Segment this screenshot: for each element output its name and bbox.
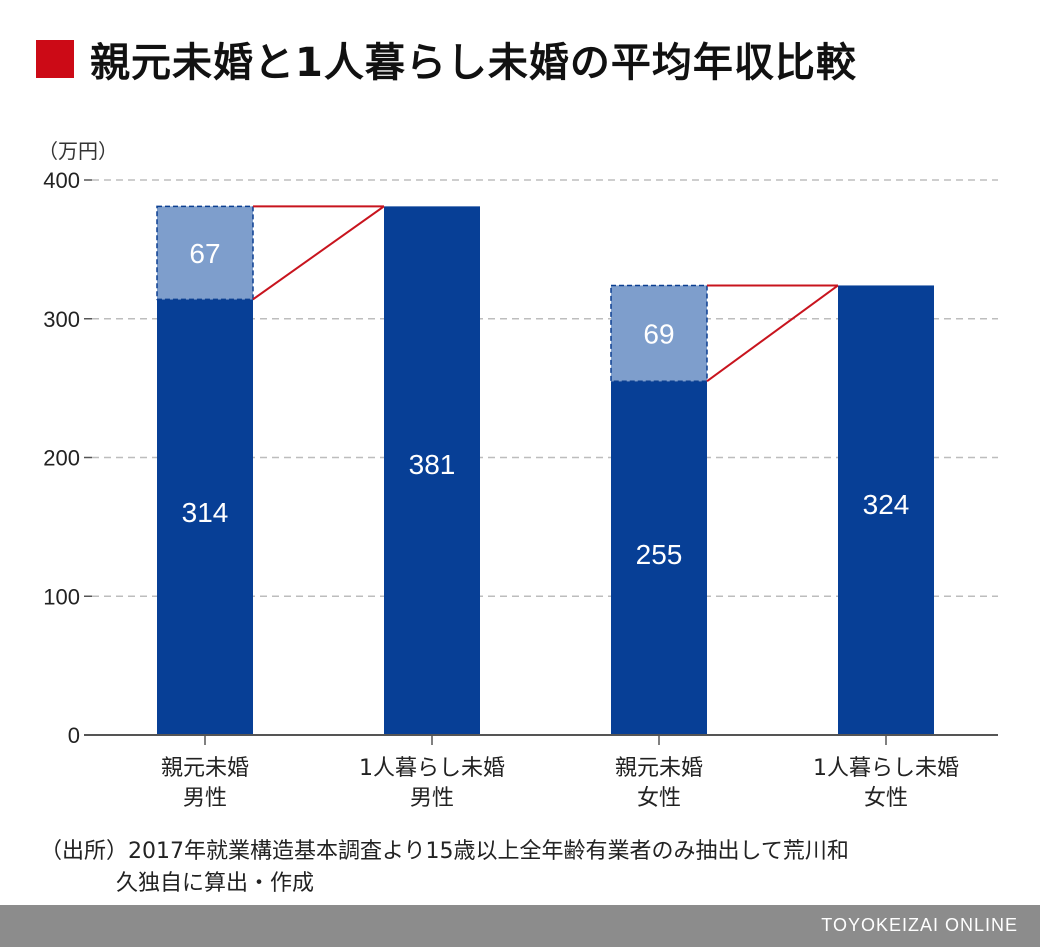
connector-lines	[252, 205, 839, 382]
source-note: （出所）2017年就業構造基本調査より15歳以上全年齢有業者のみ抽出して荒川和 …	[40, 836, 849, 900]
x-tick-marks	[204, 735, 887, 745]
chart-title: 親元未婚と1人暮らし未婚の平均年収比較	[90, 40, 857, 86]
bar-value-label: 381	[409, 449, 456, 480]
category-label-line1: 1人暮らし未婚	[359, 756, 505, 781]
bar-value-label: 255	[636, 539, 683, 570]
chart-title-area: 親元未婚と1人暮らし未婚の平均年収比較	[36, 30, 857, 88]
footer-bar: TOYOKEIZAI ONLINE	[0, 905, 1040, 947]
category-label-line2: 女性	[864, 786, 908, 811]
gap-segment	[610, 284, 708, 382]
y-tick-label: 300	[43, 307, 80, 332]
category-label-line2: 男性	[410, 786, 454, 811]
bar	[611, 381, 707, 735]
category-label-line2: 女性	[637, 786, 681, 811]
y-tick-label: 100	[43, 584, 80, 609]
y-tick-label: 400	[43, 168, 80, 193]
gap-segments: 67 69	[156, 205, 708, 382]
gap-segment	[156, 205, 254, 301]
connector-line-diagonal	[706, 284, 839, 382]
title-marker-square	[36, 40, 74, 78]
category-label-line1: 親元未婚	[615, 756, 703, 781]
bars	[157, 206, 934, 736]
bar-value-label: 324	[863, 489, 910, 520]
source-line-2: 久独自に算出・作成	[116, 871, 315, 896]
y-unit-label: （万円）	[38, 139, 118, 163]
bar	[157, 299, 253, 735]
category-label-line1: 1人暮らし未婚	[813, 756, 959, 781]
y-tick-label: 200	[43, 446, 80, 471]
bar	[384, 206, 480, 736]
gap-value-label: 69	[643, 318, 674, 349]
value-labels: 314 381 255 324	[182, 449, 910, 570]
bar-chart: （万円） 0 100 200 300 400 67 69 314 381 255 324 親元未…	[38, 139, 998, 811]
y-tick-label: 0	[68, 723, 80, 748]
gap-value-label: 67	[189, 238, 220, 269]
source-line-1: （出所）2017年就業構造基本調査より15歳以上全年齢有業者のみ抽出して荒川和	[40, 839, 849, 864]
category-label-line2: 男性	[183, 786, 227, 811]
bar-value-label: 314	[182, 497, 229, 528]
footer-brand: TOYOKEIZAI ONLINE	[821, 915, 1018, 935]
bar	[838, 285, 934, 735]
connector-line-diagonal	[252, 205, 385, 301]
y-tick-labels: 0 100 200 300 400	[43, 168, 92, 748]
category-label-line1: 親元未婚	[161, 756, 249, 781]
